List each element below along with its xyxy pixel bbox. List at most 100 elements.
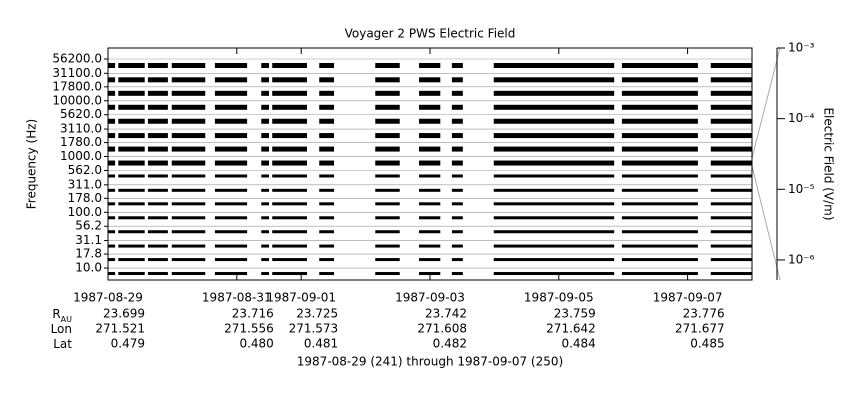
channel-band (451, 202, 463, 206)
channel-band (451, 62, 463, 68)
channel-band (118, 77, 145, 83)
channel-band (171, 118, 206, 124)
channel-band (319, 77, 335, 83)
y2-tick-label: 10⁻⁶ (788, 252, 815, 266)
channel-band (419, 244, 441, 248)
channel-band (493, 90, 615, 96)
channel-band (171, 258, 206, 262)
channel-band (375, 146, 400, 152)
channel-band (272, 118, 307, 124)
y-tick-label: 17800.0 (52, 79, 102, 93)
channel-band (710, 202, 752, 206)
channel-band (214, 118, 248, 124)
channel-band (214, 272, 248, 276)
channel-band (108, 202, 116, 206)
channel-band (710, 90, 752, 96)
channel-band (621, 62, 698, 68)
channel-band (214, 258, 248, 262)
channel-band (118, 258, 145, 262)
channel-band (171, 133, 206, 139)
channel-band (419, 174, 441, 178)
channel-band (118, 62, 145, 68)
x-tick-label: 1987-09-01 (266, 291, 336, 305)
channel-band (171, 244, 206, 248)
channel-band (375, 62, 400, 68)
channel-band (451, 77, 463, 83)
channel-band (214, 202, 248, 206)
y-tick-label: 56.2 (75, 219, 102, 233)
channel-band (419, 202, 441, 206)
channel-band (171, 174, 206, 178)
ephemeris-value: 23.742 (425, 307, 467, 321)
channel-band (272, 174, 307, 178)
y-tick-label: 1000.0 (60, 149, 102, 163)
channel-band (147, 146, 168, 152)
channel-band (108, 104, 116, 110)
channel-band (710, 230, 752, 234)
channel-band (272, 244, 307, 248)
footer: 1987-08-29 (241) through 1987-09-07 (250… (297, 355, 563, 369)
ephemeris-label-main: R (52, 307, 60, 321)
channel-band (375, 77, 400, 83)
channel-band (147, 118, 168, 124)
ephemeris-value: 0.482 (433, 337, 467, 351)
channel-band (621, 174, 698, 178)
channel-band (710, 272, 752, 276)
channel-band (451, 258, 463, 262)
channel-band (118, 90, 145, 96)
channel-band (171, 202, 206, 206)
channel-band (108, 118, 116, 124)
channel-band (171, 216, 206, 220)
channel-band (419, 118, 441, 124)
y-tick-label: 5620.0 (60, 107, 102, 121)
channel-band (493, 133, 615, 139)
channel-band (710, 188, 752, 192)
channel-band (171, 77, 206, 83)
channel-band (108, 62, 116, 68)
channel-band (272, 146, 307, 152)
channel-band (451, 133, 463, 139)
x-tick-label: 1987-09-07 (653, 291, 723, 305)
channel-band (147, 77, 168, 83)
ephemeris-value: 271.521 (95, 322, 145, 336)
channel-band (319, 216, 335, 220)
channel-band (261, 244, 269, 248)
channel-band (147, 62, 168, 68)
connector (751, 165, 781, 281)
y-tick-label: 56200.0 (52, 51, 102, 65)
channel-band (261, 188, 269, 192)
channel-band (171, 272, 206, 276)
channel-band (108, 188, 116, 192)
channel-band (272, 133, 307, 139)
channel-band (493, 118, 615, 124)
channel-band (375, 90, 400, 96)
channel-band (451, 118, 463, 124)
channel-band (621, 216, 698, 220)
channel-band (214, 77, 248, 83)
channel-band (319, 230, 335, 234)
channel-band (319, 160, 335, 166)
channel-band (493, 62, 615, 68)
channel-band (261, 118, 269, 124)
channel-band (214, 188, 248, 192)
channel-band (261, 160, 269, 166)
channel-band (493, 174, 615, 178)
y2-axis-label: Electric Field (V/m) (822, 107, 836, 220)
channel-band (108, 133, 116, 139)
channel-band (621, 118, 698, 124)
channel-band (118, 216, 145, 220)
channel-band (375, 272, 400, 276)
y2-tick-label: 10⁻³ (788, 41, 815, 55)
channel-band (171, 104, 206, 110)
channel-band (451, 272, 463, 276)
channel-band (710, 77, 752, 83)
ephemeris-value: 271.608 (417, 322, 467, 336)
channel-band (272, 90, 307, 96)
channel-band (118, 244, 145, 248)
x-tick-label: 1987-08-29 (73, 291, 143, 305)
channel-band (621, 133, 698, 139)
channel-band (493, 104, 615, 110)
channel-band (261, 174, 269, 178)
channel-band (108, 258, 116, 262)
ephemeris-value: 23.716 (232, 307, 274, 321)
